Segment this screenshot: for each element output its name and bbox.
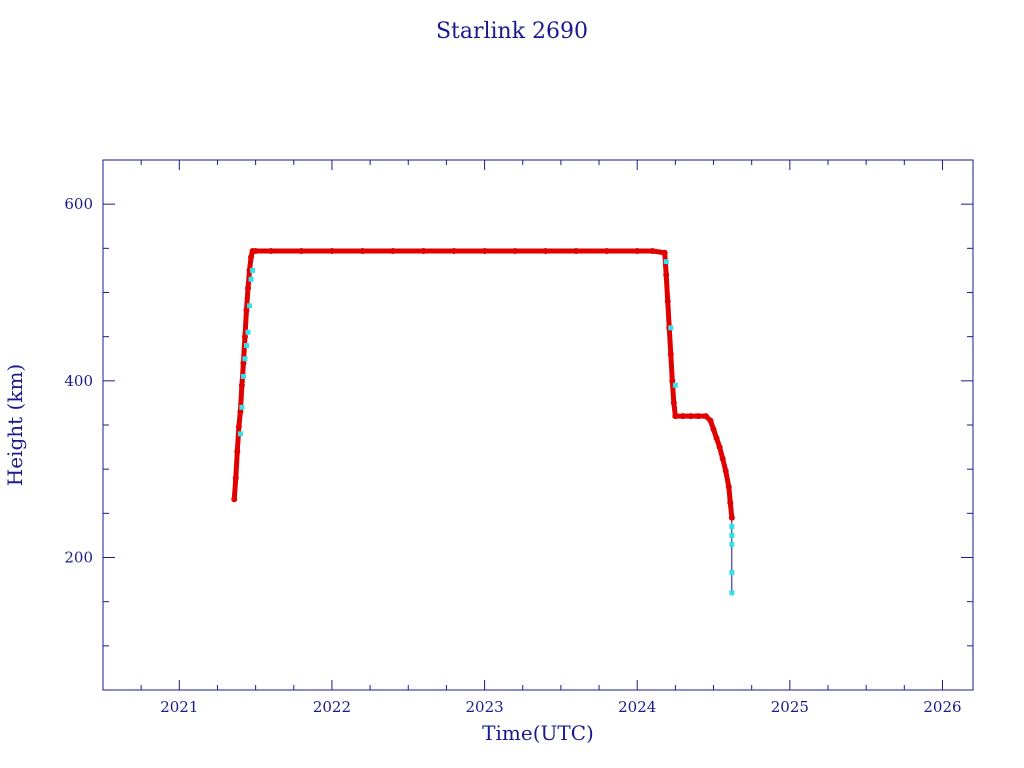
red-point: [235, 423, 242, 430]
red-point: [680, 413, 686, 420]
y-tick-label: 400: [64, 372, 93, 390]
red-point: [240, 360, 247, 367]
y-tick-label: 600: [64, 195, 93, 213]
red-point: [663, 271, 670, 278]
cyan-point: [672, 382, 678, 388]
red-point: [248, 254, 255, 261]
red-point: [727, 499, 734, 506]
red-point: [243, 307, 250, 314]
red-point: [328, 247, 335, 254]
cyan-point: [248, 276, 254, 282]
red-series-segment: [233, 449, 240, 481]
red-point: [725, 483, 732, 490]
red-series-segment: [666, 325, 674, 357]
red-point: [719, 455, 726, 462]
x-tick-label: 2023: [465, 698, 503, 716]
red-point: [669, 377, 676, 384]
red-series-segment: [669, 378, 677, 406]
red-point: [451, 247, 458, 254]
x-tick-label: 2026: [923, 698, 961, 716]
x-tick-label: 2024: [618, 698, 656, 716]
cyan-point: [729, 570, 735, 576]
red-point: [702, 413, 709, 420]
red-point: [672, 413, 679, 420]
red-point: [420, 247, 427, 254]
y-axis-label: Height (km): [3, 364, 27, 486]
cyan-point: [729, 541, 735, 547]
red-point: [267, 247, 274, 254]
red-series-segment: [231, 475, 239, 502]
red-point: [649, 247, 656, 254]
red-point: [231, 496, 238, 503]
red-point: [238, 382, 245, 389]
red-point: [634, 247, 641, 254]
red-point: [573, 247, 580, 254]
red-series-segment: [234, 424, 242, 454]
x-tick-label: 2025: [771, 698, 809, 716]
cyan-point: [239, 404, 245, 410]
red-point: [687, 413, 694, 420]
red-point: [512, 247, 519, 254]
red-series-segment: [665, 298, 672, 331]
cyan-point: [729, 524, 735, 530]
red-series-segment: [668, 351, 675, 384]
red-point: [716, 444, 723, 451]
red-point: [707, 417, 714, 424]
red-point: [241, 333, 248, 340]
x-tick-label: 2022: [313, 698, 351, 716]
cyan-point: [237, 431, 243, 437]
cyan-point: [243, 343, 249, 348]
trajectory-line: [233, 250, 733, 593]
red-point: [667, 351, 674, 358]
tick-labels: 2021 2022 2023 2024 2025 2026 200 400 600: [64, 195, 961, 716]
red-series-segment: [243, 285, 251, 313]
axis-ticks: [102, 159, 973, 691]
red-point: [481, 247, 488, 254]
plot-frame: [102, 159, 974, 691]
cyan-point: [242, 356, 248, 362]
red-point: [390, 247, 396, 254]
x-tick-label: 2021: [160, 698, 198, 716]
red-point: [695, 413, 702, 420]
red-point: [237, 408, 244, 415]
cyan-point: [250, 267, 256, 273]
cyan-point: [729, 532, 735, 538]
red-series-segment: [242, 307, 249, 340]
red-point: [603, 247, 610, 254]
red-series-segment: [663, 272, 671, 304]
red-point: [232, 475, 239, 481]
red-point: [252, 247, 259, 254]
red-point: [661, 249, 668, 256]
cyan-point: [729, 590, 735, 596]
red-point: [670, 399, 677, 406]
cyan-point: [245, 329, 251, 335]
red-point: [713, 435, 720, 442]
chart-title: Starlink 2690: [436, 19, 588, 44]
red-point: [542, 247, 549, 254]
red-point: [359, 247, 366, 254]
red-point: [234, 448, 241, 455]
y-tick-label: 200: [64, 549, 93, 567]
red-point: [710, 426, 717, 433]
data-points: [231, 247, 735, 596]
red-point: [245, 285, 251, 292]
cyan-point: [247, 303, 253, 309]
red-point: [722, 467, 729, 474]
red-point: [298, 247, 305, 254]
x-axis-label: Time(UTC): [482, 721, 594, 745]
cyan-point: [663, 259, 669, 265]
cyan-point: [668, 325, 674, 331]
red-point: [728, 514, 735, 521]
cyan-point: [240, 373, 246, 379]
red-point: [664, 298, 671, 305]
